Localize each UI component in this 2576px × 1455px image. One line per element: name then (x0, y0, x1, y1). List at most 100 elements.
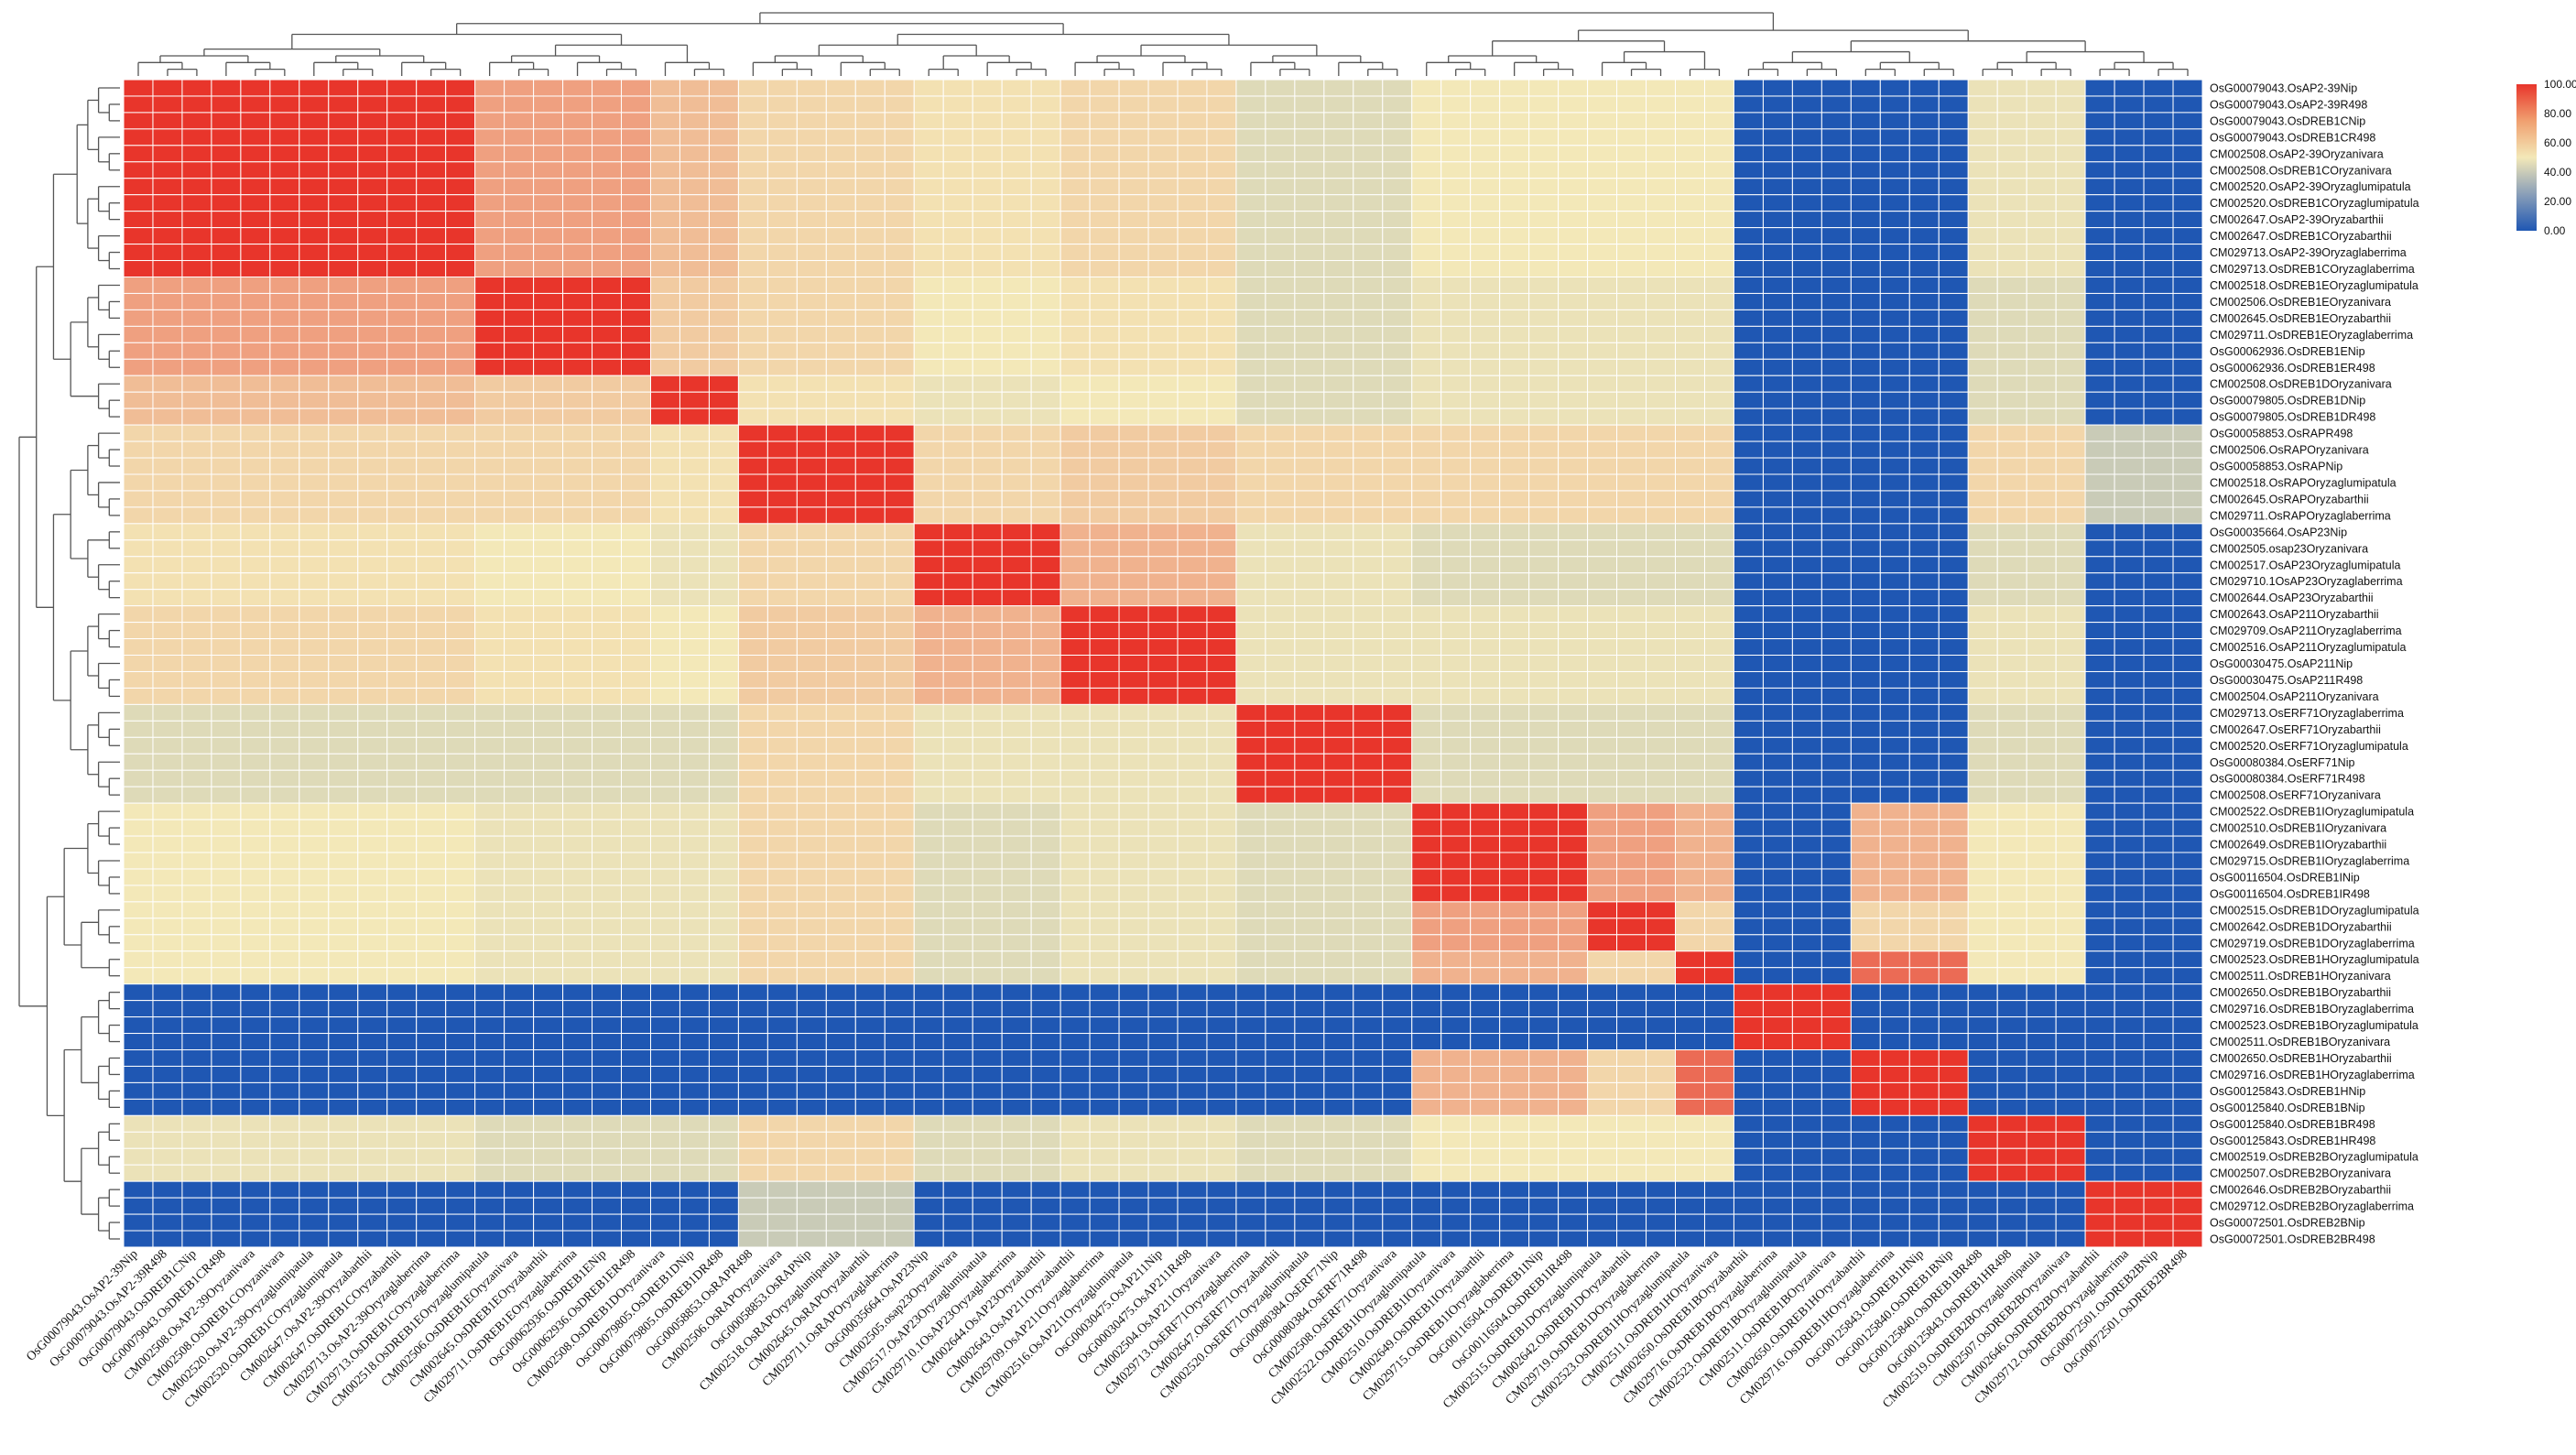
heatmap-cell (1030, 950, 1061, 969)
heatmap-cell (737, 622, 768, 640)
heatmap-cell (1206, 391, 1237, 409)
heatmap-cell (1675, 622, 1705, 640)
heatmap-cell (1294, 407, 1325, 426)
heatmap-cell (649, 1098, 680, 1116)
heatmap-cell (1440, 95, 1472, 114)
heatmap-cell (1616, 309, 1647, 327)
heatmap-cell (152, 424, 183, 442)
heatmap-cell (1587, 670, 1618, 689)
heatmap-cell (2026, 901, 2057, 919)
heatmap-cell (2143, 325, 2174, 343)
heatmap-cell (592, 424, 623, 442)
heatmap-cell (2055, 539, 2086, 558)
heatmap-cell (152, 589, 183, 607)
heatmap-cell (1440, 852, 1472, 870)
heatmap-cell (1206, 655, 1237, 672)
heatmap-cell (972, 407, 1003, 426)
heatmap-cell (152, 852, 183, 870)
heatmap-cell (737, 1033, 768, 1051)
heatmap-cell (1879, 260, 1910, 278)
heatmap-cell (2026, 720, 2057, 738)
heatmap-cell (1294, 950, 1325, 969)
heatmap-cell (737, 589, 768, 607)
heatmap-cell (416, 687, 447, 705)
heatmap-cell (504, 260, 535, 278)
heatmap-cell (240, 539, 271, 558)
heatmap-cell (1411, 325, 1442, 343)
heatmap-cell (1762, 1114, 1793, 1133)
heatmap-cell (1265, 1049, 1296, 1067)
heatmap-cell (181, 670, 212, 689)
heatmap-cell (474, 901, 505, 919)
heatmap-cell (708, 802, 739, 820)
heatmap-cell (825, 556, 856, 574)
heatmap-cell (299, 720, 330, 738)
heatmap-cell (2172, 556, 2203, 574)
heatmap-cell (1030, 868, 1061, 886)
heatmap-cell (1528, 112, 1560, 130)
heatmap-cell (474, 358, 505, 376)
heatmap-cell (2084, 342, 2115, 360)
heatmap-cell (1791, 375, 1822, 393)
heatmap-cell (766, 753, 798, 771)
heatmap-cell (1118, 244, 1149, 262)
heatmap-cell (1382, 178, 1413, 196)
heatmap-cell (533, 325, 564, 343)
heatmap-cell (123, 655, 154, 672)
heatmap-cell (416, 1131, 447, 1149)
heatmap-cell (1030, 292, 1061, 310)
heatmap-cell (1675, 79, 1705, 97)
heatmap-cell (1908, 1016, 1940, 1035)
heatmap-cell (621, 407, 651, 426)
heatmap-cell (2172, 687, 2203, 705)
heatmap-cell (2026, 786, 2057, 804)
heatmap-cell (1470, 589, 1501, 607)
heatmap-cell (1118, 934, 1149, 952)
heatmap-cell (592, 638, 623, 657)
heatmap-cell (796, 670, 827, 689)
heatmap-cell (328, 670, 359, 689)
heatmap-cell (1353, 128, 1384, 147)
heatmap-cell (1470, 901, 1501, 919)
heatmap-cell (181, 539, 212, 558)
heatmap-cell (1470, 1033, 1501, 1051)
heatmap-cell (2143, 819, 2174, 837)
heatmap-cell (1996, 260, 2027, 278)
heatmap-cell (942, 375, 973, 393)
heatmap-cell (328, 260, 359, 278)
heatmap-cell (504, 309, 535, 327)
heatmap-cell (181, 407, 212, 426)
heatmap-cell (1821, 703, 1852, 722)
heatmap-cell (1499, 622, 1530, 640)
heatmap-cell (1938, 868, 1969, 886)
heatmap-cell (357, 79, 388, 97)
heatmap-cell (1821, 342, 1852, 360)
heatmap-cell (1001, 1081, 1032, 1100)
heatmap-cell (1001, 736, 1032, 755)
heatmap-cell (1118, 736, 1149, 755)
heatmap-cell (1001, 358, 1032, 376)
heatmap-cell (1908, 1049, 1940, 1067)
heatmap-cell (474, 161, 505, 179)
heatmap-cell (1938, 556, 1969, 574)
heatmap-cell (152, 211, 183, 229)
heatmap-cell (2114, 1049, 2145, 1067)
heatmap-cell (1470, 622, 1501, 640)
heatmap-cell (1908, 128, 1940, 147)
heatmap-cell (1821, 260, 1852, 278)
heatmap-cell (1470, 753, 1501, 771)
heatmap-cell (796, 244, 827, 262)
heatmap-cell (1616, 835, 1647, 853)
heatmap-cell (766, 523, 798, 541)
heatmap-cell (2172, 901, 2203, 919)
heatmap-cell (328, 720, 359, 738)
heatmap-cell (240, 720, 271, 738)
heatmap-cell (854, 670, 886, 689)
heatmap-cell (766, 983, 798, 1002)
heatmap-cell (562, 194, 593, 212)
heatmap-cell (2084, 358, 2115, 376)
heatmap-cell (152, 786, 183, 804)
heatmap-cell (1382, 128, 1413, 147)
heatmap-cell (942, 1000, 973, 1018)
heatmap-cell (2114, 687, 2145, 705)
